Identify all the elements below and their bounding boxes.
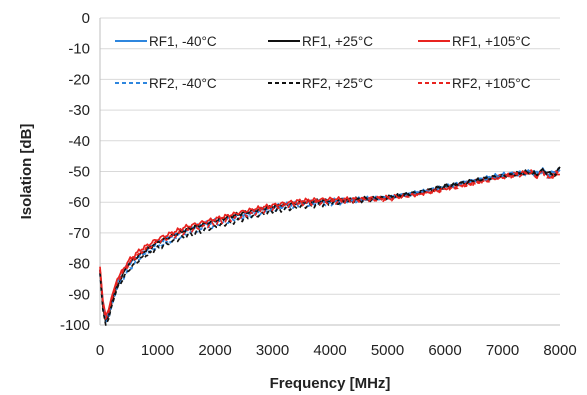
legend-label: RF2, +25°C [302,76,373,91]
y-tick-label: -60 [68,194,90,211]
y-tick-label: -40 [68,133,90,150]
y-tick-label: -90 [68,286,90,303]
y-tick-label: -50 [68,164,90,181]
x-tick-label: 0 [96,342,104,359]
x-tick-label: 7000 [486,342,519,359]
x-tick-label: 6000 [428,342,461,359]
series-line-3 [99,169,561,317]
y-tick-label: -100 [60,317,90,334]
x-tick-label: 1000 [141,342,174,359]
legend-label: RF1, -40°C [149,34,217,49]
series-line-5 [99,166,561,326]
y-axis-title: Isolation [dB] [18,124,35,220]
legend-label: RF2, -40°C [149,76,217,91]
x-tick-label: 3000 [256,342,289,359]
y-tick-label: -70 [68,225,90,242]
series-line-1 [99,167,561,320]
legend-label: RF1, +105°C [452,34,531,49]
y-tick-label: 0 [82,10,90,27]
series-line-6 [99,170,561,320]
series-lines [99,166,561,326]
x-tick-label: 2000 [198,342,231,359]
y-tick-label: -10 [68,41,90,58]
x-tick-label: 8000 [543,342,576,359]
x-tick-label: 5000 [371,342,404,359]
x-tick-label: 4000 [313,342,346,359]
grid [100,17,560,326]
y-tick-label: -20 [68,71,90,88]
legend-label: RF2, +105°C [452,76,531,91]
tick-labels: 0 -10 -20 -30 -40 -50 -60 -70 -80 -90 -100 0 1000 200… [60,10,577,359]
legend-label: RF1, +25°C [302,34,373,49]
y-tick-label: -80 [68,256,90,273]
legend: RF1, -40°C RF1, +25°C RF1, +105°C RF2, -40°… [115,34,531,91]
series-line-4 [99,169,561,323]
y-tick-label: -30 [68,102,90,119]
x-axis-title: Frequency [MHz] [270,375,391,392]
